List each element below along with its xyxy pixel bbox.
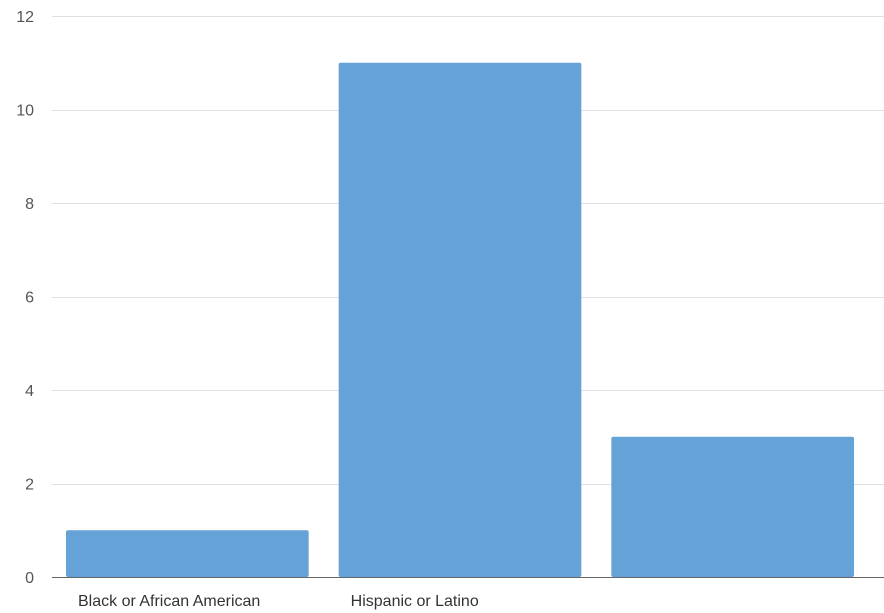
- y-tick-label: 10: [16, 103, 34, 120]
- y-tick-label: 8: [25, 196, 34, 213]
- y-tick-label: 0: [25, 570, 34, 587]
- bar-2[interactable]: [611, 437, 854, 577]
- y-tick-label: 4: [25, 383, 34, 400]
- bars: [66, 63, 854, 577]
- y-tick-label: 2: [25, 477, 34, 494]
- y-tick-label: 12: [16, 9, 34, 26]
- y-tick-label: 6: [25, 290, 34, 307]
- bar-0[interactable]: [66, 530, 309, 577]
- x-tick-labels: Black or African American Hispanic or Lat…: [78, 593, 479, 610]
- x-tick-label: Black or African American: [78, 593, 260, 610]
- y-tick-labels: 0 2 4 6 8 10 12: [16, 9, 34, 587]
- x-tick-label: Hispanic or Latino: [351, 593, 479, 610]
- bar-1[interactable]: [339, 63, 582, 577]
